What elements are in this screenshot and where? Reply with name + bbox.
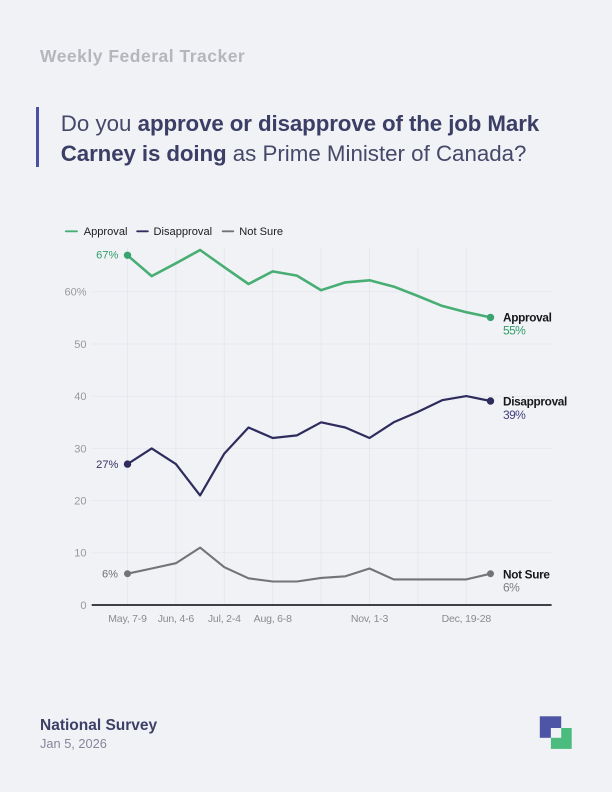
svg-text:55%: 55% (503, 323, 526, 337)
svg-text:Jul, 2-4: Jul, 2-4 (208, 613, 241, 625)
svg-text:Dec, 19-28: Dec, 19-28 (442, 613, 492, 625)
svg-text:60%: 60% (64, 287, 86, 299)
svg-text:Nov, 1-3: Nov, 1-3 (351, 613, 389, 625)
svg-text:6%: 6% (102, 568, 118, 580)
svg-text:May, 7-9: May, 7-9 (108, 613, 147, 625)
svg-text:Jun, 4-6: Jun, 4-6 (158, 613, 195, 625)
svg-text:67%: 67% (96, 250, 118, 262)
svg-text:Not Sure: Not Sure (239, 226, 283, 238)
svg-text:50: 50 (74, 339, 86, 351)
svg-text:20: 20 (74, 496, 86, 508)
svg-text:10: 10 (74, 548, 86, 560)
svg-text:40: 40 (74, 391, 86, 403)
svg-text:0: 0 (80, 600, 86, 612)
svg-text:Aug, 6-8: Aug, 6-8 (254, 613, 292, 625)
svg-text:Not Sure: Not Sure (503, 567, 550, 581)
svg-text:Approval: Approval (503, 310, 552, 324)
svg-text:6%: 6% (503, 581, 520, 595)
svg-text:Approval: Approval (84, 226, 128, 238)
svg-text:Disapproval: Disapproval (503, 394, 567, 408)
svg-text:30: 30 (74, 443, 86, 455)
svg-text:Disapproval: Disapproval (154, 226, 213, 238)
svg-text:39%: 39% (503, 408, 526, 422)
svg-text:27%: 27% (96, 459, 118, 471)
